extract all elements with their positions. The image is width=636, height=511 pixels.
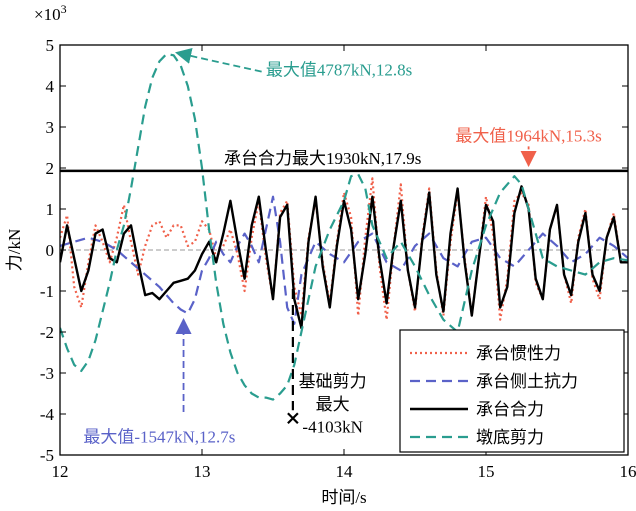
y-tick-label: -2 — [40, 323, 54, 342]
legend-label-0: 承台惯性力 — [476, 344, 561, 363]
annotation-foundation-shear-line-1: 最大 — [316, 395, 350, 414]
x-tick-label: 13 — [194, 462, 211, 481]
reference-line-label: 承台合力最大1930kN,17.9s — [224, 149, 421, 168]
y-scale-label: ×103 — [34, 2, 67, 24]
x-tick-label: 16 — [620, 462, 636, 481]
annotation-max-inertia: 最大值1964kN,15.3s — [455, 126, 601, 145]
legend-label-2: 承台合力 — [476, 400, 544, 419]
legend-label-3: 墩底剪力 — [476, 428, 544, 447]
y-tick-label: 1 — [46, 200, 55, 219]
y-axis-label: 力/kN — [5, 229, 24, 272]
annotation-foundation-shear-line-0: 基础剪力 — [299, 372, 367, 391]
series-line-3 — [60, 52, 628, 401]
annotation-foundation-shear-line-2: -4103kN — [302, 417, 362, 436]
y-tick-label: -1 — [40, 282, 54, 301]
y-tick-label: -3 — [40, 364, 54, 383]
x-tick-label: 15 — [478, 462, 495, 481]
y-tick-label: 0 — [46, 241, 55, 260]
y-scale-exponent: 3 — [61, 2, 67, 16]
x-tick-label: 12 — [52, 462, 69, 481]
annotation-arrow-teal — [175, 47, 262, 73]
series-line-1 — [60, 195, 628, 325]
y-tick-label: 5 — [46, 36, 55, 55]
legend-label-1: 承台侧土抗力 — [476, 372, 578, 391]
foundation-shear-marker — [287, 412, 299, 425]
y-tick-label: 2 — [46, 159, 55, 178]
series-line-2 — [60, 185, 628, 330]
y-tick-label: -4 — [40, 405, 55, 424]
y-tick-label: 3 — [46, 118, 55, 137]
x-tick-label: 14 — [336, 462, 354, 481]
y-tick-label: -5 — [40, 446, 54, 465]
y-tick-label: 4 — [46, 77, 55, 96]
legend-box — [399, 329, 625, 453]
x-axis-label: 时间/s — [321, 488, 366, 507]
annotation-min-soil: 最大值-1547kN,12.7s — [83, 428, 235, 447]
annotation-max-shear: 最大值4787kN,12.8s — [266, 61, 412, 80]
